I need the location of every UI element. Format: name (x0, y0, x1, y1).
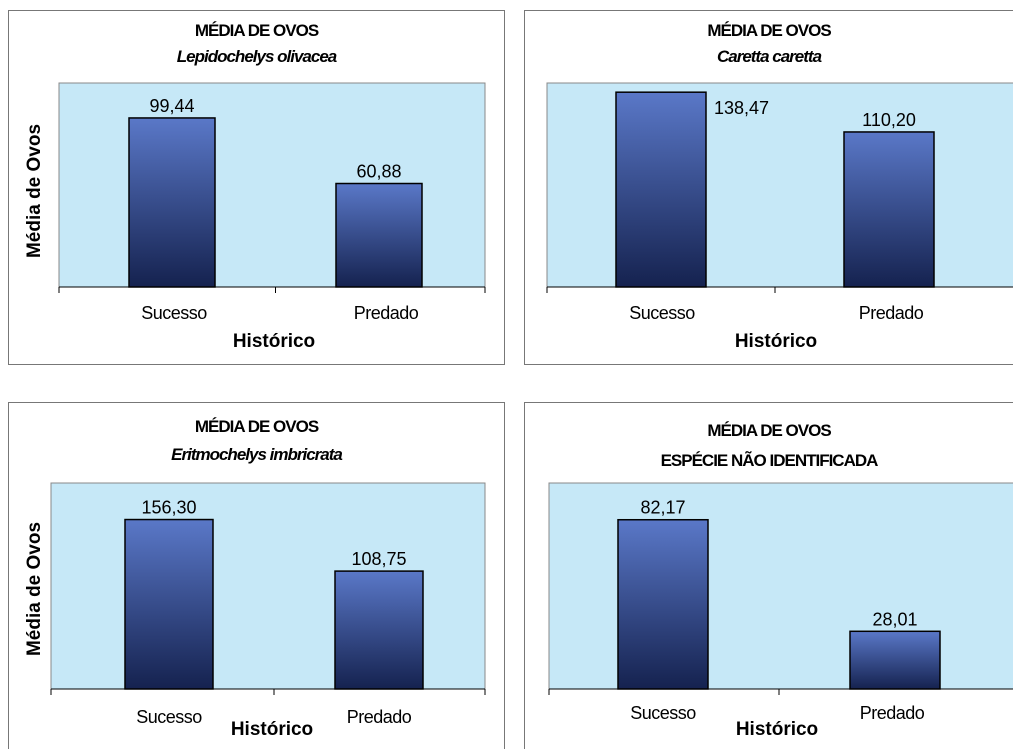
data-label-predado: 60,88 (356, 162, 401, 182)
chart-panel-a: MÉDIA DE OVOS Lepidochelys olivacea Médi… (8, 10, 505, 365)
data-label-sucesso: 156,30 (141, 498, 196, 518)
x-tick-label-predado: Predado (353, 303, 419, 323)
x-axis-label: Histórico (735, 719, 819, 740)
data-label-sucesso: 99,44 (149, 96, 194, 116)
data-label-sucesso: 82,17 (640, 498, 685, 518)
chart-subtitle: Caretta caretta (716, 47, 822, 66)
bar-chart-svg: 99,44 60,88 (58, 82, 486, 293)
bar-predado (843, 131, 935, 288)
chart-title: MÉDIA DE OVOS (194, 21, 319, 40)
chart-panel-d: MÉDIA DE OVOS ESPÉCIE NÃO IDENTIFICADA 8… (524, 402, 1013, 749)
chart-title: MÉDIA DE OVOS (707, 421, 831, 440)
bar-predado (335, 182, 423, 288)
data-label-predado: 28,01 (872, 609, 917, 629)
x-tick-label-predado: Predado (858, 303, 924, 323)
chart-panel-c: MÉDIA DE OVOS Eritmochelys imbricrata Mé… (8, 402, 505, 749)
plot-area: 99,44 60,88 (58, 82, 486, 293)
bar-predado (849, 630, 941, 690)
x-tick-label-sucesso: Sucesso (630, 703, 696, 723)
chart-title: MÉDIA DE OVOS (194, 417, 319, 436)
x-tick-label-predado: Predado (859, 703, 925, 723)
chart-title: MÉDIA DE OVOS (707, 21, 831, 40)
bar-sucesso (615, 91, 707, 288)
data-label-predado: 108,75 (351, 549, 406, 569)
chart-subtitle: Eritmochelys imbricrata (171, 445, 343, 464)
chart-subtitle: Lepidochelys olivacea (176, 47, 337, 66)
x-axis-label: Histórico (232, 331, 316, 352)
data-label-sucesso: 138,47 (714, 98, 769, 118)
x-axis-label: Histórico (734, 331, 818, 352)
x-axis-label: Histórico (230, 719, 314, 740)
data-label-predado: 110,20 (862, 110, 916, 130)
bar-sucesso (124, 518, 214, 690)
x-tick-label-sucesso: Sucesso (629, 303, 695, 323)
plot-area: 138,47 110,20 (546, 82, 1013, 293)
x-tick-label-sucesso: Sucesso (141, 303, 207, 323)
y-axis-label: Média de Ovos (24, 123, 45, 259)
y-axis-label: Média de Ovos (24, 521, 45, 657)
x-tick-label-predado: Predado (346, 707, 412, 727)
plot-area: 82,17 28,01 (548, 482, 1013, 695)
bar-chart-svg: 156,30 108,75 (50, 482, 486, 695)
bar-sucesso (617, 518, 709, 690)
bar-chart-svg: 138,47 110,20 (546, 82, 1013, 293)
chart-panel-b: MÉDIA DE OVOS Caretta caretta 138,47 110,… (524, 10, 1013, 365)
chart-subtitle: ESPÉCIE NÃO IDENTIFICADA (660, 451, 879, 470)
plot-area: 156,30 108,75 (50, 482, 486, 695)
bar-chart-svg: 82,17 28,01 (548, 482, 1013, 695)
bar-sucesso (128, 117, 216, 288)
x-tick-label-sucesso: Sucesso (136, 707, 202, 727)
bar-predado (334, 570, 424, 690)
